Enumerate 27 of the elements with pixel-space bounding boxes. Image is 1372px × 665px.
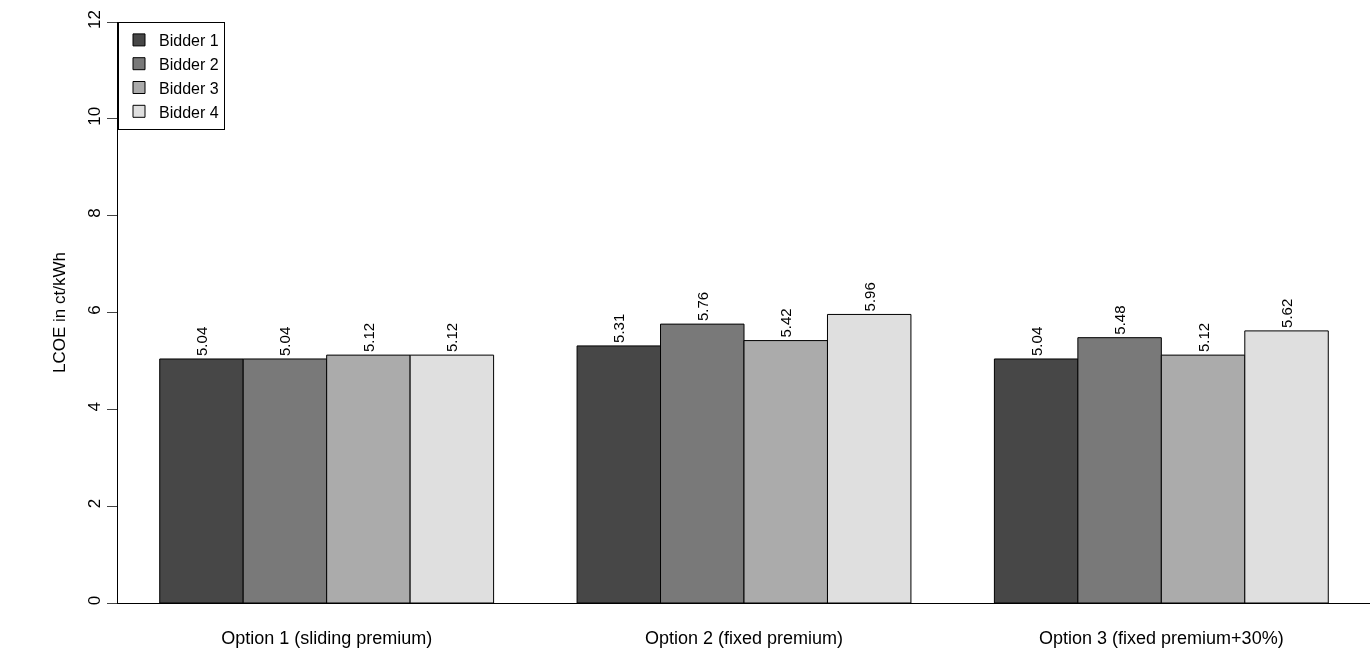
data-label: 5.04	[276, 326, 294, 356]
y-tick-label: 4	[85, 402, 105, 412]
y-tick-label: 12	[85, 9, 105, 29]
legend-label: Bidder 4	[159, 103, 219, 121]
data-label: 5.12	[443, 322, 461, 353]
legend-label: Bidder 3	[159, 79, 219, 97]
x-tick-label: Option 1 (sliding premium)	[221, 627, 433, 648]
y-tick-label: 2	[85, 498, 105, 509]
data-label: 5.96	[860, 282, 878, 312]
data-label: 5.42	[777, 308, 795, 338]
data-label: 5.31	[610, 313, 628, 343]
data-label: 5.48	[1111, 305, 1129, 335]
y-tick-label: 10	[85, 106, 105, 126]
data-label: 5.76	[693, 291, 711, 322]
y-axis-title: LCOE in ct/kWh	[49, 252, 69, 373]
data-label: 5.12	[359, 322, 377, 353]
legend-label: Bidder 2	[159, 55, 219, 73]
x-tick-label: Option 2 (fixed premium)	[644, 627, 844, 648]
y-tick-label: 8	[85, 208, 105, 218]
data-label: 5.12	[1194, 322, 1212, 353]
data-label: 5.62	[1278, 298, 1296, 328]
y-tick-label: 0	[85, 595, 105, 606]
y-tick-label: 6	[85, 305, 105, 315]
data-label: 5.04	[192, 326, 210, 356]
x-tick-label: Option 3 (fixed premium+30%)	[1039, 627, 1284, 648]
legend-label: Bidder 1	[159, 32, 219, 50]
data-label: 5.04	[1027, 326, 1045, 356]
